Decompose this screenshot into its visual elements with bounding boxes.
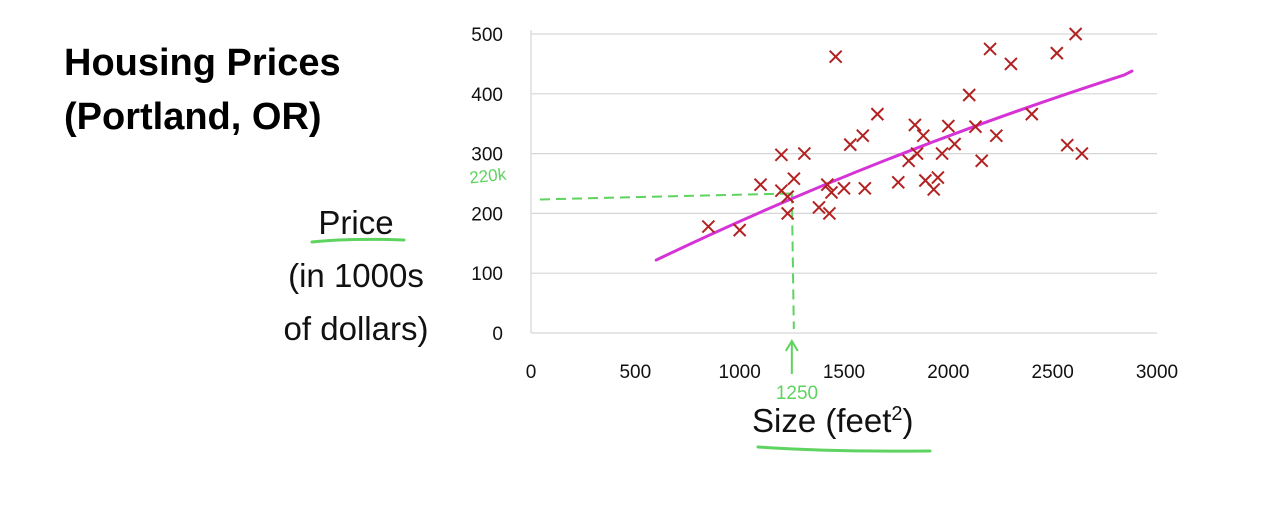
data-point [822,206,837,221]
data-point [812,200,826,215]
ylabel-underline [310,237,406,244]
title-line-2: (Portland, OR) [64,96,322,138]
data-point [1068,27,1083,41]
x-axis-label-text: Size (feet [752,402,892,439]
x-tick-label: 3000 [1136,362,1178,383]
data-point [753,177,768,192]
data-point [983,42,997,56]
data-point [837,181,851,195]
data-point [891,175,905,190]
y-tick-label: 100 [471,264,503,285]
data-point [975,154,989,168]
data-point [797,146,812,161]
data-point [780,206,795,221]
y-axis-label-line-2: (in 1000s [288,257,424,294]
data-point [824,185,839,200]
data-point [828,50,843,64]
data-point [927,182,941,197]
tick-labels: 0 100 200 300 400 500 0 500 1000 1500 2000 2500 3000 [471,25,1178,383]
page-title: Housing Prices (Portland, OR) [64,36,341,144]
title-line-1: Housing Prices [64,42,341,84]
y-tick-label: 500 [471,25,503,46]
y-axis-label-line-1: Price [318,204,394,241]
y-tick-label: 200 [471,204,503,225]
y-tick-label: 300 [471,145,503,166]
x-tick-label: 1000 [719,362,761,383]
data-point [962,88,976,102]
data-point [910,146,924,161]
x-tick-label: 2500 [1032,362,1074,383]
data-point [870,107,885,121]
x-tick-label: 1500 [823,362,865,383]
data-point [1004,57,1018,71]
data-point [1060,138,1074,152]
y-mark-label: 220k [468,165,507,188]
data-point [858,181,872,195]
x-tick-label: 0 [526,362,537,383]
fit-line-group [654,69,1134,262]
x-mark-label: 1250 [776,383,818,404]
data-point [701,219,716,234]
dashed-guide-horizontal [539,192,792,201]
grid-lines [530,30,1157,334]
x-axis-label-superscript: 2 [891,403,903,425]
data-point [968,119,983,134]
data-point [935,146,949,161]
data-point [908,118,922,132]
data-point [774,148,789,162]
data-point [989,128,1004,143]
data-point [1075,146,1089,161]
data-point [780,189,795,204]
data-point [1050,46,1064,60]
data-point [947,137,962,151]
x-tick-label: 2000 [927,362,969,383]
y-axis-label: Price (in 1000s of dollars) [256,196,456,355]
y-axis-label-line-3: of dollars) [283,310,429,347]
data-point [787,172,801,186]
data-points [701,27,1089,237]
x-axis-label: Size (feet2) [752,402,914,440]
arrow-head [784,339,799,352]
data-point [856,128,870,143]
x-tick-label: 500 [619,362,651,383]
y-tick-label: 0 [492,324,503,345]
handwritten-annotations: 220k 1250 [468,165,818,404]
data-point [916,128,931,143]
data-point [843,137,857,152]
data-point [732,223,747,237]
data-point [941,119,956,133]
data-point [931,170,945,185]
x-axis-label-close: ) [902,402,914,439]
dashed-guide-vertical [790,193,795,330]
data-point [820,177,835,192]
fit-line [654,69,1134,262]
data-point [1025,107,1039,121]
xlabel-underline [756,445,932,453]
y-tick-label: 400 [471,85,503,106]
